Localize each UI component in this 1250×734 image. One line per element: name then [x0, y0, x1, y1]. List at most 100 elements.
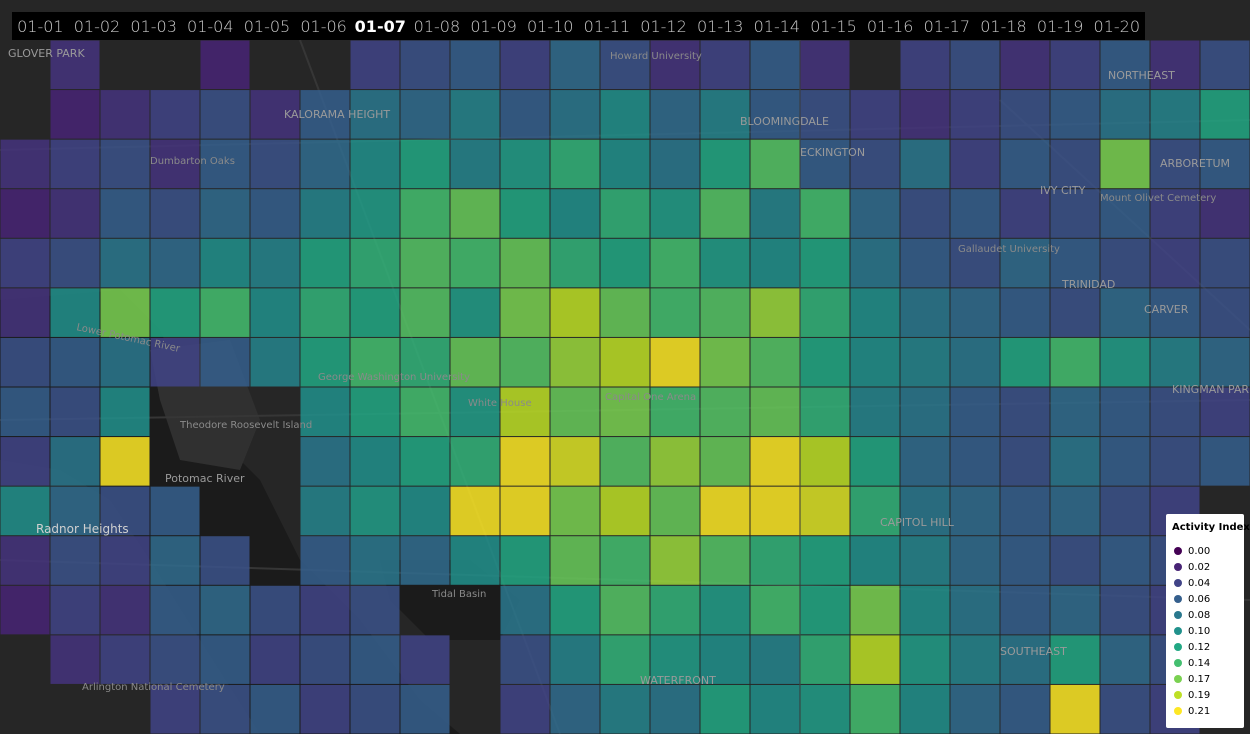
heat-cell [950, 684, 1000, 734]
heat-cell [950, 387, 1000, 437]
heat-cell [600, 684, 650, 734]
map-label: ECKINGTON [800, 146, 865, 159]
heat-cell [750, 40, 800, 90]
heat-cell [800, 288, 850, 337]
heat-cell [750, 139, 800, 189]
heat-cell [350, 238, 400, 288]
map-label: Potomac River [165, 472, 245, 485]
date-tab[interactable]: 01-09 [470, 16, 517, 36]
date-tab[interactable]: 01-16 [866, 16, 914, 36]
heat-cell [350, 90, 400, 139]
heat-cell [150, 486, 200, 536]
heat-cell [950, 437, 1000, 486]
heat-cell [400, 684, 450, 734]
heat-cell [500, 684, 550, 734]
heat-cell [900, 288, 950, 337]
heat-cell [1000, 337, 1050, 387]
heat-cell [1100, 90, 1150, 139]
heat-cell [50, 90, 100, 139]
map-label: TRINIDAD [1061, 278, 1115, 291]
heat-cell [1150, 189, 1200, 238]
heat-cell [150, 238, 200, 288]
heat-cell [250, 189, 300, 238]
heat-cell [1100, 40, 1150, 90]
heat-cell [650, 585, 700, 635]
heat-cell [800, 486, 850, 536]
heat-cell [850, 387, 900, 437]
date-tab[interactable]: 01-13 [696, 16, 744, 36]
heat-cell [200, 684, 250, 734]
heat-cell [400, 238, 450, 288]
date-tab[interactable]: 01-03 [130, 16, 177, 36]
heat-cell [550, 635, 600, 684]
date-tab[interactable]: 01-14 [753, 16, 801, 36]
date-tab[interactable]: 01-18 [980, 16, 1027, 36]
heat-cell [850, 90, 900, 139]
heat-cell [450, 189, 500, 238]
heat-cell [50, 189, 100, 238]
date-tab[interactable]: 01-19 [1036, 16, 1084, 36]
map-labels: GLOVER PARK KALORAMA HEIGHT Dumbarton Oa… [8, 47, 1250, 693]
heat-cell [700, 288, 750, 337]
date-tab[interactable]: 01-17 [923, 16, 971, 36]
heat-cell [1150, 139, 1200, 189]
heat-cell [100, 189, 150, 238]
date-tab[interactable]: 01-02 [73, 16, 121, 36]
map-label: KALORAMA HEIGHT [284, 108, 390, 121]
heat-cell [550, 536, 600, 585]
date-tab[interactable]: 01-07 [354, 16, 406, 36]
heat-cell [250, 288, 300, 337]
heat-cell [1100, 238, 1150, 288]
heat-cell [350, 288, 400, 337]
legend: Activity Index 0.00 0.02 0.04 0.06 0.08 0.10 0… [1166, 514, 1250, 728]
heat-cell [650, 437, 700, 486]
date-tab[interactable]: 01-06 [300, 16, 347, 36]
heat-cell [1100, 585, 1150, 635]
heat-cell [100, 437, 150, 486]
date-tabs: 01-01 01-02 01-03 01-04 01-05 01-06 01-07 01-08… [12, 12, 1145, 40]
map-label: George Washington University [318, 372, 470, 383]
heat-cell [150, 684, 200, 734]
legend-label: 0.08 [1188, 609, 1211, 621]
heat-cell [500, 288, 550, 337]
map-label: Mount Olivet Cemetery [1100, 193, 1216, 204]
heat-cell [1150, 387, 1200, 437]
date-tab[interactable]: 01-10 [526, 16, 574, 36]
date-tab[interactable]: 01-05 [243, 16, 291, 36]
heat-cell [800, 684, 850, 734]
date-tab[interactable]: 01-12 [640, 16, 687, 36]
date-tab[interactable]: 01-15 [810, 16, 857, 36]
heat-cell [850, 684, 900, 734]
heat-cell [1000, 90, 1050, 139]
heat-cell [550, 585, 600, 635]
heat-cell [50, 437, 100, 486]
map-label: BLOOMINGDALE [740, 115, 829, 128]
heat-cell [100, 585, 150, 635]
legend-item: 0.04 [1174, 576, 1210, 590]
date-tab[interactable]: 01-20 [1093, 16, 1141, 36]
heat-cell [600, 40, 650, 90]
date-tab[interactable]: 01-04 [187, 16, 234, 36]
heat-cell [200, 139, 250, 189]
heat-cell [400, 635, 450, 684]
heat-cell [950, 288, 1000, 337]
heat-cell [600, 288, 650, 337]
heat-cell [150, 288, 200, 337]
heat-cell [1000, 684, 1050, 734]
date-tab[interactable]: 01-11 [583, 16, 631, 36]
heat-cell [1100, 139, 1150, 189]
date-tab[interactable]: 01-01 [17, 16, 64, 36]
heat-cell [1000, 585, 1050, 635]
date-tab[interactable]: 01-08 [413, 16, 461, 36]
heat-cell [650, 536, 700, 585]
heat-cell [900, 387, 950, 437]
heat-cell [900, 486, 950, 536]
heat-cell [1000, 288, 1050, 337]
heat-cell [950, 90, 1000, 139]
heat-cell [500, 40, 550, 90]
legend-label: 0.04 [1188, 577, 1211, 589]
legend-item: 0.10 [1174, 624, 1210, 638]
heat-cell [250, 635, 300, 684]
heat-cell [950, 486, 1000, 536]
heat-cell [150, 337, 200, 387]
